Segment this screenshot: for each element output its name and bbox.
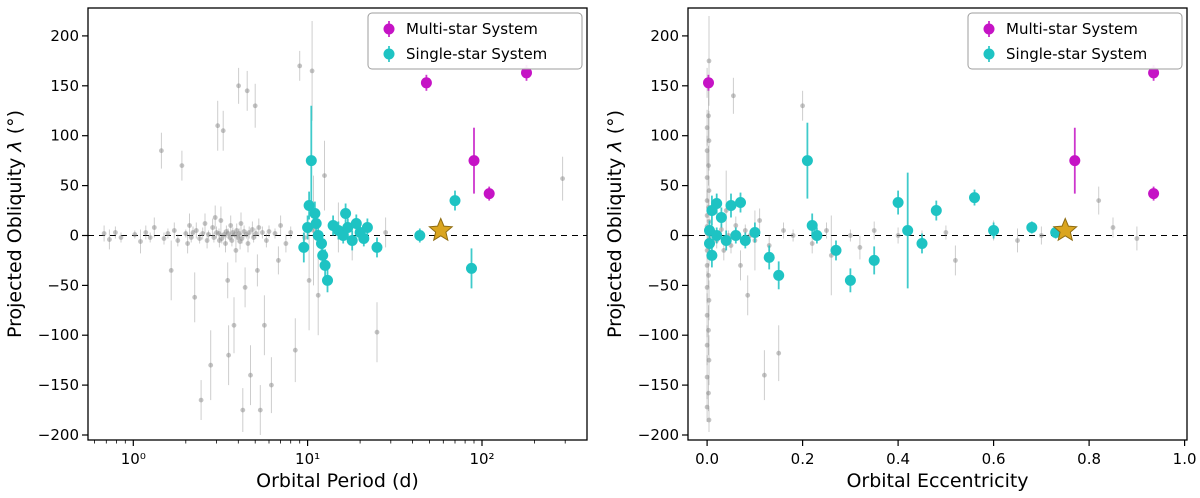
series-single-star-system	[298, 105, 477, 293]
legend-marker	[983, 23, 995, 35]
x-axis-label: Orbital Eccentricity	[846, 470, 1028, 492]
legend-box	[367, 12, 583, 70]
x-tick-label: 10²	[469, 450, 494, 468]
y-tick-label: −100	[638, 326, 679, 344]
legend-marker	[383, 48, 395, 60]
legend-label: Single-star System	[406, 45, 547, 63]
panel-obliquity-vs-period: 10⁰ 10¹ 10² −200 −150 −100 −50 0 50 100 150 200 Orbi…	[4, 7, 588, 492]
series-multi-star-system	[420, 64, 532, 201]
y-tick-label: 100	[650, 127, 679, 145]
y-axis-label: Projected Obliquity λ (°)	[4, 110, 26, 338]
y-tick-label: 0	[69, 227, 79, 245]
y-tick-label: 0	[669, 227, 679, 245]
y-tick-label: −50	[647, 276, 679, 294]
y-axis-label: Projected Obliquity λ (°)	[604, 110, 626, 338]
x-axis: 0.0 0.2 0.4 0.6 0.8 1.0	[695, 440, 1197, 468]
y-tick-label: 150	[650, 77, 679, 95]
axes-frame	[687, 7, 1188, 441]
legend-marker	[383, 23, 395, 35]
y-tick-label: 150	[50, 77, 79, 95]
series-single-star-system	[704, 122, 1062, 293]
legend-label: Multi-star System	[1006, 20, 1138, 38]
y-tick-label: −50	[47, 276, 79, 294]
y-tick-label: 200	[650, 27, 679, 45]
highlight-star-marker	[428, 217, 454, 242]
x-tick-label: 1.0	[1173, 450, 1197, 468]
legend-label: Multi-star System	[406, 20, 538, 38]
obliquity-vs-eccentricity-chart: 0.0 0.2 0.4 0.6 0.8 1.0 −200 −150 −100 −50 0 50 100 1…	[604, 7, 1197, 492]
y-tick-label: −200	[38, 426, 79, 444]
x-tick-label: 0.0	[695, 450, 719, 468]
axes-frame	[87, 7, 588, 441]
obliquity-vs-period-chart: 10⁰ 10¹ 10² −200 −150 −100 −50 0 50 100 150 200 Orbi…	[4, 7, 588, 492]
y-axis: −200 −150 −100 −50 0 50 100 150 200	[38, 27, 88, 444]
y-tick-label: 200	[50, 27, 79, 45]
series-highlight-star	[428, 217, 454, 242]
x-tick-label: 0.6	[982, 450, 1006, 468]
y-tick-label: −200	[638, 426, 679, 444]
x-axis-label: Orbital Period (d)	[256, 470, 419, 492]
y-axis: −200 −150 −100 −50 0 50 100 150 200	[638, 27, 688, 444]
y-tick-label: −100	[38, 326, 79, 344]
y-tick-label: −150	[638, 376, 679, 394]
series-literature-sample	[704, 16, 1140, 432]
highlight-star-marker	[1052, 217, 1078, 242]
series-highlight-star	[1052, 217, 1078, 242]
x-tick-label: 10⁰	[121, 450, 146, 468]
x-tick-label: 0.2	[791, 450, 815, 468]
legend: Multi-star System Single-star System	[367, 12, 583, 70]
legend-marker	[983, 48, 995, 60]
y-tick-label: 50	[660, 177, 679, 195]
legend-box	[967, 12, 1183, 70]
series-multi-star-system	[703, 64, 1160, 201]
legend: Multi-star System Single-star System	[967, 12, 1183, 70]
y-tick-label: 100	[50, 127, 79, 145]
legend-label: Single-star System	[1006, 45, 1147, 63]
y-tick-label: −150	[38, 376, 79, 394]
x-tick-label: 0.8	[1077, 450, 1101, 468]
x-axis: 10⁰ 10¹ 10²	[94, 440, 566, 468]
panel-obliquity-vs-eccentricity: 0.0 0.2 0.4 0.6 0.8 1.0 −200 −150 −100 −50 0 50 100 1…	[600, 0, 1200, 498]
x-tick-label: 0.4	[886, 450, 910, 468]
x-tick-label: 10¹	[295, 450, 320, 468]
y-tick-label: 50	[60, 177, 79, 195]
